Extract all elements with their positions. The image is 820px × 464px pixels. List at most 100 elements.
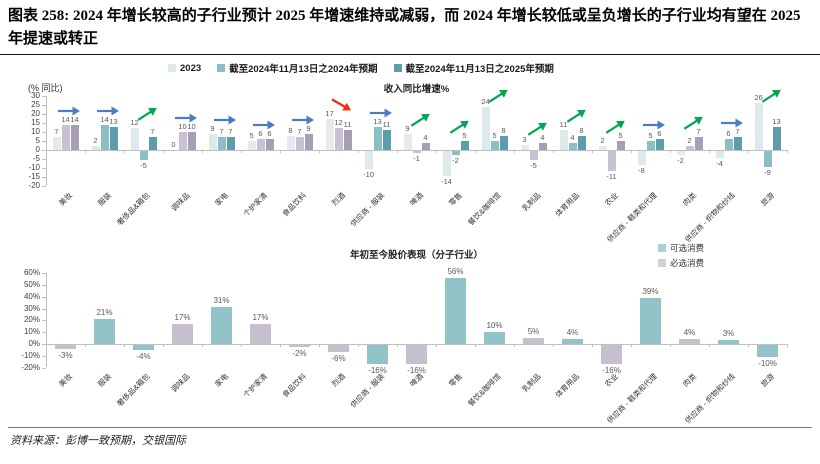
bar [265, 139, 274, 150]
flat-trend-arrow-icon [720, 116, 744, 128]
y-tick-mark [42, 308, 46, 310]
y-tick-mark [42, 150, 46, 151]
y-tick-label: 0% [28, 339, 40, 348]
bar [328, 345, 349, 353]
y-tick-label: 30 [31, 91, 40, 100]
x-axis-tick [241, 344, 242, 347]
bar [754, 103, 763, 150]
bar [178, 132, 187, 150]
value-label: 5 [492, 131, 497, 140]
bar [460, 141, 469, 150]
title-divider [0, 54, 820, 55]
up-trend-arrow-icon [484, 83, 511, 106]
category-label: 体育用品 [553, 371, 582, 400]
bar [217, 137, 226, 150]
category-label: 旅游 [759, 190, 777, 208]
y-tick-label: -20 [28, 181, 40, 190]
flat-trend-arrow-icon [96, 104, 120, 116]
value-label: 10 [187, 122, 196, 131]
y-tick-mark [42, 285, 46, 286]
category-label: 调味品 [168, 371, 192, 394]
bar [499, 135, 508, 150]
x-axis-tick [709, 344, 710, 347]
value-label: -4% [136, 351, 151, 361]
legend-swatch [168, 64, 176, 72]
value-label: 5 [249, 131, 254, 140]
category-label: 零售 [447, 371, 465, 389]
legend-label: 2023 [180, 62, 202, 74]
value-label: 7 [696, 127, 701, 137]
x-axis-tick [85, 150, 86, 153]
bar [568, 142, 577, 150]
y-tick-label: 10 [31, 127, 40, 136]
value-label: 4% [566, 328, 579, 338]
value-label: -16% [602, 365, 621, 375]
value-label: 7 [297, 127, 302, 137]
x-axis-tick [397, 150, 398, 153]
x-axis-tick [631, 344, 632, 347]
bar [679, 339, 700, 344]
y-tick-label: 10% [23, 327, 40, 337]
bar [481, 106, 490, 150]
category-label: 服装 [96, 190, 114, 208]
y-tick-label: -15 [28, 172, 40, 181]
x-axis-tick [358, 344, 359, 347]
bar [601, 345, 622, 364]
bar [529, 151, 538, 160]
category-label: 食品饮料 [280, 371, 309, 400]
value-label: 5 [618, 131, 623, 140]
value-label: -14 [441, 177, 452, 187]
bar [373, 126, 382, 150]
value-label: 7 [54, 127, 59, 137]
flat-trend-arrow-icon [291, 113, 315, 125]
category-label: 餐饮&咖啡馆 [466, 371, 504, 409]
legend-swatch [658, 244, 666, 252]
y-axis-line [46, 96, 47, 186]
value-label: -16% [368, 365, 387, 375]
y-tick-mark [42, 168, 46, 169]
x-axis-tick [241, 150, 242, 153]
x-axis-tick [436, 150, 437, 153]
bar [286, 135, 295, 150]
category-label: 体育用品 [553, 190, 582, 219]
up-trend-arrow-icon [133, 102, 160, 125]
y-tick-mark [42, 296, 46, 298]
value-label: 56% [447, 266, 464, 276]
value-label: 8 [501, 125, 506, 135]
value-label: -8 [638, 166, 645, 176]
value-label: 5% [527, 327, 540, 337]
value-label: 12 [130, 118, 139, 128]
bar [442, 151, 451, 177]
value-label: -2 [452, 155, 459, 165]
bar [640, 297, 661, 344]
value-label: 6 [267, 129, 272, 139]
bar [148, 137, 157, 150]
category-label: 供应商 - 服装 [348, 371, 387, 410]
x-axis-line [46, 150, 787, 151]
bar [295, 137, 304, 150]
bar [577, 135, 586, 150]
value-label: -5 [140, 161, 147, 170]
category-label: 旅游 [759, 371, 777, 389]
flat-trend-arrow-icon [252, 118, 276, 130]
bar [208, 133, 217, 150]
x-axis-tick [124, 344, 125, 347]
up-trend-arrow-icon [601, 114, 628, 137]
bar [91, 146, 100, 150]
x-axis-tick [631, 150, 632, 153]
bar [694, 137, 703, 150]
y-tick-label: 0 [35, 145, 40, 154]
y-tick-mark [42, 141, 46, 142]
bar [325, 119, 334, 150]
value-label: 6 [258, 129, 263, 139]
value-label: 4 [570, 132, 575, 142]
y-tick-label: -5 [32, 154, 40, 163]
category-label: 烈酒 [330, 371, 348, 389]
category-label: 餐饮&咖啡馆 [466, 190, 504, 228]
value-label: -2 [677, 155, 684, 165]
category-label: 供应商 - 服装 [348, 190, 387, 229]
bar [607, 151, 616, 171]
flat-trend-arrow-icon [57, 104, 81, 116]
bar [226, 137, 235, 150]
value-label: 17% [174, 312, 191, 322]
